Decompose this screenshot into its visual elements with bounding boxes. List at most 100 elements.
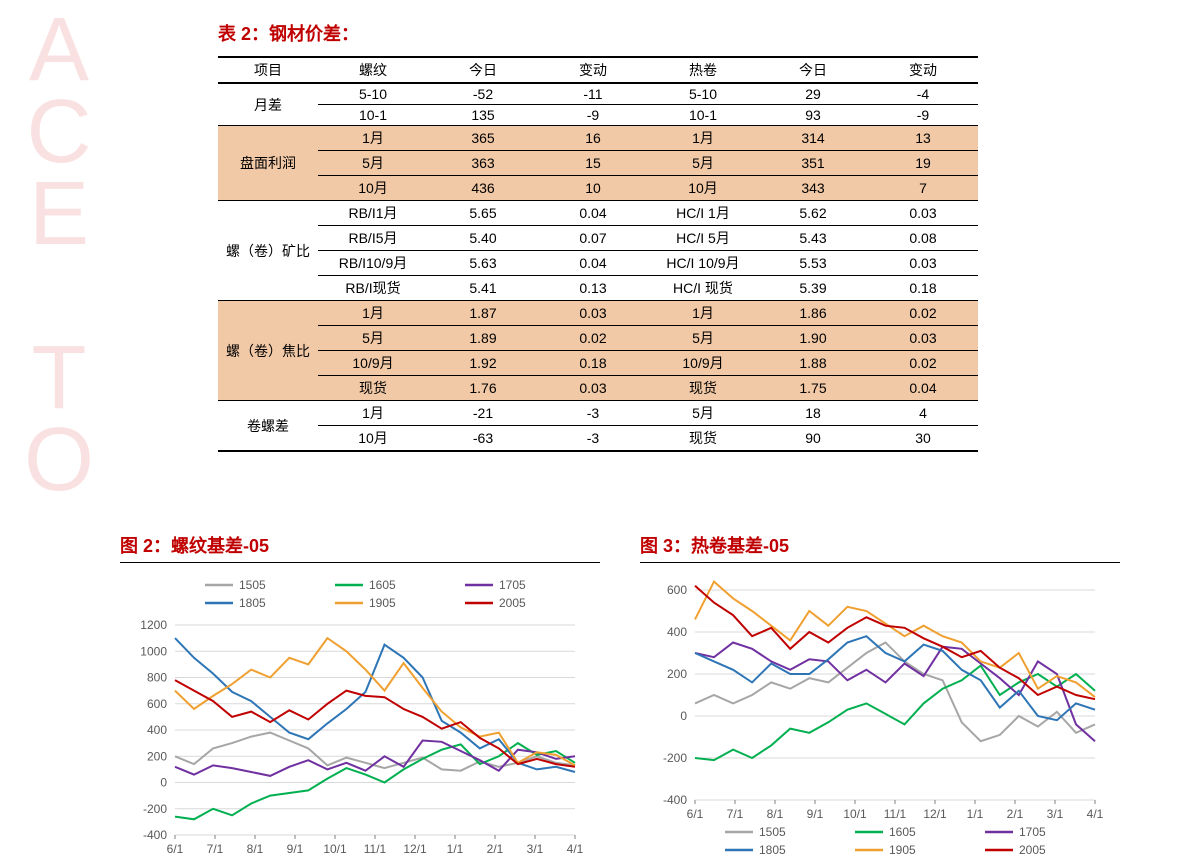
table-group-label: 卷螺差 [218,401,318,452]
svg-text:10/1: 10/1 [843,807,867,821]
table-row: 月差5-10-52-115-1029-4 [218,83,978,105]
svg-text:-200: -200 [143,802,167,816]
table-cell: 1.76 [428,376,538,401]
table-cell: 15 [538,151,648,176]
svg-text:1805: 1805 [239,596,266,610]
table-cell: 18 [758,401,868,426]
svg-text:2005: 2005 [1019,843,1046,855]
table-cell: -63 [428,426,538,452]
svg-text:11/1: 11/1 [884,807,907,821]
svg-text:1805: 1805 [759,843,786,855]
table-cell: 1.92 [428,351,538,376]
table-cell: 0.18 [538,351,648,376]
svg-text:1705: 1705 [499,578,526,592]
table-cell: 16 [538,126,648,151]
table-header-cell: 今日 [428,57,538,83]
table-cell: 10-1 [648,105,758,126]
svg-text:3/1: 3/1 [1047,807,1064,821]
table-cell: 0.03 [538,301,648,326]
table-cell: 0.08 [868,226,978,251]
table-cell: 5.63 [428,251,538,276]
steel-spread-table: 项目螺纹今日变动热卷今日变动月差5-10-52-115-1029-410-113… [218,56,978,452]
table-cell: 0.02 [868,301,978,326]
svg-text:600: 600 [147,697,167,711]
table-row: 10月4361010月3437 [218,176,978,201]
table-cell: 29 [758,83,868,105]
svg-text:8/1: 8/1 [767,807,784,821]
table-cell: 现货 [318,376,428,401]
svg-text:2/1: 2/1 [1007,807,1024,821]
svg-text:1/1: 1/1 [967,807,984,821]
table-cell: 0.13 [538,276,648,301]
table-cell: 0.04 [538,201,648,226]
table-cell: 10-1 [318,105,428,126]
svg-text:400: 400 [667,625,687,639]
table-cell: -3 [538,401,648,426]
table-cell: 0.04 [538,251,648,276]
svg-text:1605: 1605 [889,825,916,839]
svg-text:200: 200 [147,749,167,763]
table-group-label: 螺（卷）焦比 [218,301,318,401]
table-cell: 0.03 [868,251,978,276]
table-cell: 1月 [648,301,758,326]
table-header-cell: 螺纹 [318,57,428,83]
table-cell: 1.89 [428,326,538,351]
table-group-label: 月差 [218,83,318,126]
svg-text:1000: 1000 [140,644,167,658]
table-row: 10月-63-3现货9030 [218,426,978,452]
chart-right-block: 图 3：热卷基差-05 -400-20002004006006/17/18/19… [640,532,1120,855]
table-cell: 5月 [648,401,758,426]
table-cell: 5-10 [648,83,758,105]
svg-text:6/1: 6/1 [167,842,184,855]
table-cell: 10/9月 [648,351,758,376]
table-cell: 1月 [318,401,428,426]
table-group-label: 螺（卷）矿比 [218,201,318,301]
table-cell: HC/I 5月 [648,226,758,251]
table-cell: 93 [758,105,868,126]
table-cell: 7 [868,176,978,201]
chart-left-block: 图 2：螺纹基差-05 -400-20002004006008001000120… [120,532,600,855]
table-cell: 0.02 [868,351,978,376]
chart-right-svg: -400-20002004006006/17/18/19/110/111/112… [640,575,1120,855]
svg-text:7/1: 7/1 [207,842,224,855]
table-cell: 1月 [648,126,758,151]
table-row: RB/I10/9月5.630.04HC/I 10/9月5.530.03 [218,251,978,276]
table-cell: 现货 [648,376,758,401]
table-cell: 10月 [648,176,758,201]
table-header-cell: 变动 [868,57,978,83]
svg-text:1/1: 1/1 [447,842,464,855]
table-cell: 30 [868,426,978,452]
svg-text:1200: 1200 [140,618,167,632]
table-cell: 1.90 [758,326,868,351]
table-cell: RB/I10/9月 [318,251,428,276]
table-title: 表 2：钢材价差： [218,20,1120,46]
table-cell: 1月 [318,301,428,326]
table-cell: 0.03 [868,326,978,351]
table-cell: -11 [538,83,648,105]
table-row: 10-1135-910-193-9 [218,105,978,126]
svg-text:3/1: 3/1 [527,842,544,855]
table-row: 螺（卷）焦比1月1.870.031月1.860.02 [218,301,978,326]
table-cell: 10月 [318,176,428,201]
table-cell: 5.41 [428,276,538,301]
table-cell: RB/I1月 [318,201,428,226]
chart-left-svg: -400-2000200400600800100012006/17/18/19/… [120,575,600,855]
table-cell: 436 [428,176,538,201]
table-cell: -52 [428,83,538,105]
table-cell: -9 [538,105,648,126]
table-cell: 5.39 [758,276,868,301]
svg-text:600: 600 [667,583,687,597]
svg-text:-400: -400 [663,793,687,807]
table-row: 盘面利润1月365161月31413 [218,126,978,151]
svg-text:-200: -200 [663,751,687,765]
svg-text:2005: 2005 [499,596,526,610]
svg-text:1905: 1905 [369,596,396,610]
svg-text:1505: 1505 [759,825,786,839]
table-header-cell: 变动 [538,57,648,83]
svg-text:12/1: 12/1 [403,842,427,855]
svg-text:12/1: 12/1 [923,807,947,821]
table-cell: 现货 [648,426,758,452]
table-cell: -3 [538,426,648,452]
table-cell: 5月 [318,151,428,176]
table-cell: 351 [758,151,868,176]
